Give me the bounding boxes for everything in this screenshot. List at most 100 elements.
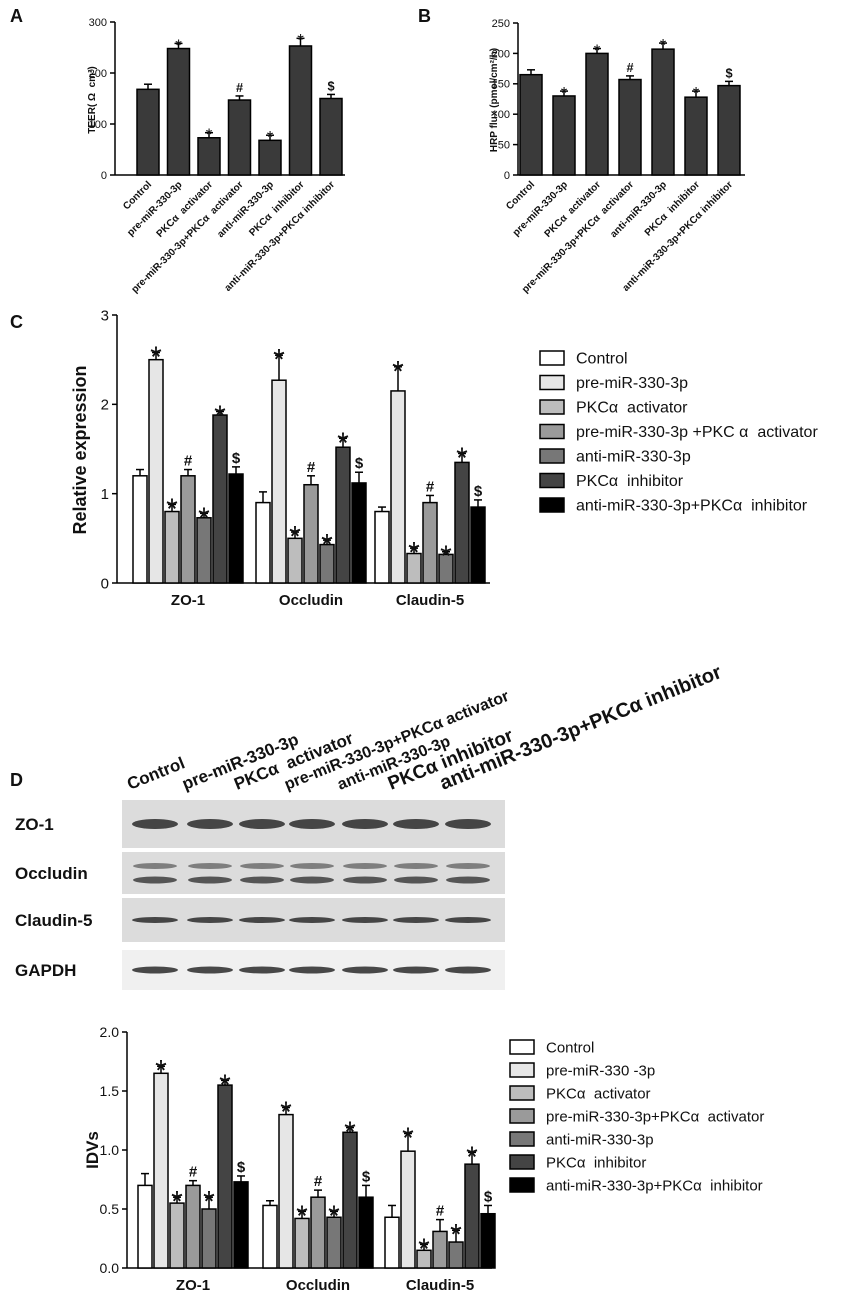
legend-swatch — [539, 448, 565, 464]
significance-marker: * — [198, 502, 210, 535]
bar — [137, 1184, 153, 1269]
blot-band — [342, 917, 388, 923]
bar — [132, 475, 148, 584]
bar — [255, 501, 271, 584]
x-tick-label: anti-miR-330-3p — [608, 179, 669, 240]
blot-band — [393, 917, 439, 923]
blot-band — [445, 917, 491, 923]
bar — [717, 84, 741, 176]
legend-swatch — [509, 1062, 535, 1078]
bar — [454, 461, 470, 584]
bar — [228, 473, 244, 584]
y-tick-label: 1 — [101, 486, 109, 503]
significance-marker: * — [206, 125, 213, 144]
y-axis-label: IDVs — [83, 1131, 102, 1169]
legend-swatch — [539, 497, 565, 513]
blot-band — [343, 876, 387, 884]
significance-marker: * — [280, 1096, 292, 1129]
bar — [384, 1216, 400, 1269]
bar — [552, 95, 576, 176]
blot-band — [394, 863, 438, 869]
significance-marker: $ — [232, 450, 241, 467]
panel-label: B — [418, 6, 431, 26]
row-label: ZO-1 — [15, 815, 54, 834]
significance-marker: * — [344, 1116, 356, 1149]
bar — [271, 379, 287, 584]
y-tick-label: 150 — [492, 79, 510, 91]
significance-marker: * — [297, 31, 304, 50]
blot-strip — [122, 852, 505, 894]
bar — [470, 506, 486, 584]
bar — [319, 97, 343, 176]
bar — [358, 1196, 374, 1269]
x-tick-label: Claudin-5 — [396, 592, 464, 609]
y-tick-label: 3 — [101, 307, 109, 324]
x-tick-label: PKCα inhibitor — [247, 179, 306, 238]
x-tick-label: anti-miR-330-3p — [215, 179, 276, 240]
lane-label: Control — [124, 753, 187, 793]
significance-marker: * — [214, 400, 226, 433]
legend-label: Control — [546, 1039, 594, 1056]
significance-marker: * — [594, 41, 601, 60]
y-tick-label: 0 — [101, 575, 109, 592]
bar — [233, 1181, 249, 1269]
bar — [342, 1131, 358, 1269]
bar — [480, 1212, 496, 1269]
bar — [148, 358, 164, 584]
y-tick-label: 0.5 — [100, 1201, 120, 1217]
bar — [400, 1150, 416, 1269]
significance-marker: * — [219, 1069, 231, 1102]
y-axis-label: Relative expression — [70, 365, 90, 534]
significance-marker: $ — [327, 78, 334, 93]
significance-marker: * — [392, 355, 404, 388]
bar — [464, 1163, 480, 1269]
significance-marker: * — [321, 529, 333, 562]
significance-marker: $ — [474, 483, 483, 500]
legend-swatch — [539, 423, 565, 440]
blot-band — [289, 819, 335, 829]
y-tick-label: 1.5 — [100, 1083, 120, 1099]
x-tick-label: Occludin — [286, 1277, 350, 1294]
bar — [351, 482, 367, 584]
significance-marker: * — [693, 83, 700, 102]
row-label: Claudin-5 — [15, 911, 92, 930]
blot-band — [133, 863, 177, 869]
significance-marker: $ — [362, 1168, 371, 1185]
y-tick-label: 200 — [492, 48, 510, 60]
legend-label: pre-miR-330-3p — [576, 375, 688, 392]
significance-marker: # — [314, 1173, 323, 1190]
significance-marker: * — [450, 1219, 462, 1252]
bar — [684, 96, 708, 176]
y-axis-label: HRP flux (pmol/cm²/h) — [489, 48, 500, 152]
blot-band — [393, 819, 439, 829]
x-tick-label: anti-miR-330-3p+PKCα inhibitor — [223, 179, 338, 294]
row-label: GAPDH — [15, 961, 76, 980]
lane-label: anti-miR-330-3p+PKCα inhibitor — [437, 661, 725, 795]
bar — [180, 475, 196, 584]
legend-swatch — [539, 472, 565, 489]
significance-marker: $ — [237, 1159, 246, 1176]
bar — [432, 1230, 448, 1269]
significance-marker: * — [408, 537, 420, 570]
y-tick-label: 0 — [101, 170, 107, 182]
bar — [262, 1204, 278, 1269]
blot-band — [133, 876, 177, 884]
blot-band — [289, 917, 335, 923]
y-tick-label: 2 — [101, 397, 109, 414]
y-tick-label: 1.0 — [100, 1142, 120, 1158]
blot-band — [343, 863, 387, 869]
bar — [153, 1072, 169, 1269]
y-tick-label: 0.0 — [100, 1260, 120, 1276]
significance-marker: * — [289, 521, 301, 554]
y-axis-label: TEER( Ω cm²) — [87, 66, 98, 133]
legend-swatch — [509, 1039, 535, 1055]
legend-swatch — [539, 350, 565, 366]
significance-marker: # — [184, 453, 193, 470]
significance-marker: * — [267, 128, 274, 147]
bar — [585, 52, 609, 176]
bar — [212, 414, 228, 584]
y-tick-label: 0 — [504, 170, 510, 182]
blot-band — [132, 966, 178, 974]
panel-label: D — [10, 770, 23, 790]
x-tick-label: Control — [504, 179, 537, 212]
